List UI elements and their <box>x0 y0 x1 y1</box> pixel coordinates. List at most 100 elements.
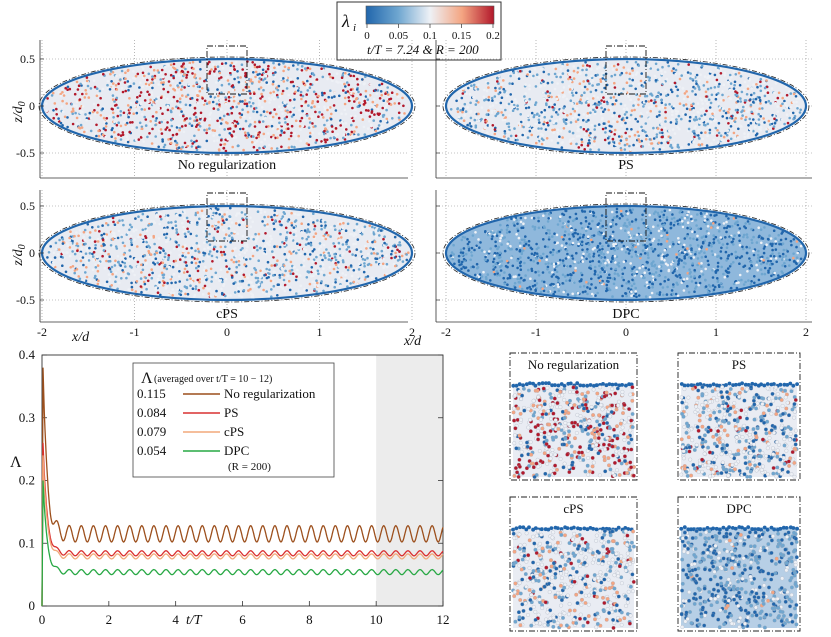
particle <box>599 80 603 83</box>
particle <box>73 252 77 256</box>
colorbar: λ i 0 0.05 0.1 0.15 0.2 t/T = 7.24 & R = 200 <box>336 1 502 61</box>
particle <box>309 131 312 135</box>
particle <box>586 88 589 91</box>
particle <box>184 67 187 71</box>
particle <box>225 296 229 300</box>
particle <box>617 135 621 138</box>
colorbar-gradient <box>365 5 495 25</box>
particle <box>84 89 87 92</box>
particle <box>106 80 110 83</box>
particle <box>309 75 312 78</box>
particle <box>288 269 292 273</box>
particle <box>50 94 54 97</box>
particle <box>151 75 154 78</box>
particle <box>799 108 802 112</box>
particle <box>512 275 516 279</box>
particle <box>175 143 178 147</box>
particle <box>115 121 119 124</box>
particle <box>762 91 765 94</box>
particle <box>696 110 700 114</box>
particle <box>529 277 532 281</box>
particle <box>563 264 566 268</box>
particle <box>304 248 308 252</box>
particle <box>281 112 284 115</box>
particle <box>582 252 585 256</box>
particle <box>290 268 294 272</box>
particle <box>661 131 664 135</box>
particle <box>546 265 550 269</box>
particle <box>141 268 145 272</box>
particle <box>724 111 728 115</box>
particle <box>347 245 351 249</box>
particle <box>111 237 114 241</box>
particle <box>127 259 130 262</box>
particle <box>559 109 563 112</box>
particle <box>68 246 72 249</box>
particle <box>151 115 155 118</box>
particle <box>105 259 108 263</box>
particle <box>613 81 616 85</box>
particle <box>307 104 310 107</box>
particle <box>285 87 289 90</box>
particle <box>736 139 740 142</box>
particle <box>270 124 274 128</box>
particle <box>264 252 268 256</box>
particle <box>182 271 186 274</box>
particle <box>515 233 518 236</box>
particle <box>215 250 219 253</box>
particle <box>156 96 160 99</box>
particle <box>199 115 202 118</box>
particle <box>752 118 755 121</box>
particle <box>660 227 663 231</box>
particle <box>320 261 323 264</box>
particle <box>192 84 195 88</box>
particle <box>353 130 356 133</box>
particle <box>390 249 394 253</box>
particle <box>288 288 292 292</box>
colorbar-tick-label: 0 <box>364 30 370 42</box>
particle <box>382 99 386 102</box>
particle <box>343 138 347 141</box>
particle <box>515 71 518 74</box>
particle <box>52 109 55 112</box>
particle <box>286 79 289 82</box>
particle <box>341 73 345 76</box>
particle <box>251 140 254 144</box>
particle <box>58 238 61 242</box>
particle <box>305 237 309 241</box>
particle <box>129 79 132 82</box>
particle <box>86 84 90 88</box>
particle <box>619 227 623 230</box>
particle <box>466 106 470 109</box>
particle <box>73 243 76 246</box>
particle <box>157 145 160 149</box>
particle <box>249 225 253 229</box>
particle <box>579 271 583 275</box>
particle <box>356 238 360 241</box>
particle <box>361 118 365 121</box>
particle <box>208 232 211 236</box>
particle <box>511 109 515 112</box>
reference-outline <box>442 56 810 156</box>
particle <box>196 211 200 214</box>
particle <box>602 122 606 125</box>
particle <box>250 295 254 299</box>
particle <box>562 127 566 130</box>
particle <box>493 132 497 136</box>
particle <box>354 242 358 245</box>
particle <box>184 244 187 247</box>
particle <box>188 103 192 107</box>
particle <box>662 146 665 150</box>
particle <box>130 285 134 289</box>
particle <box>567 123 570 127</box>
particle <box>270 288 273 291</box>
particle <box>196 94 199 97</box>
particle <box>257 259 261 263</box>
particle <box>260 140 263 144</box>
particle <box>190 248 194 252</box>
particle <box>195 282 199 285</box>
particle <box>671 128 675 131</box>
particle <box>337 122 341 125</box>
particle <box>154 257 158 261</box>
particle <box>671 113 674 117</box>
